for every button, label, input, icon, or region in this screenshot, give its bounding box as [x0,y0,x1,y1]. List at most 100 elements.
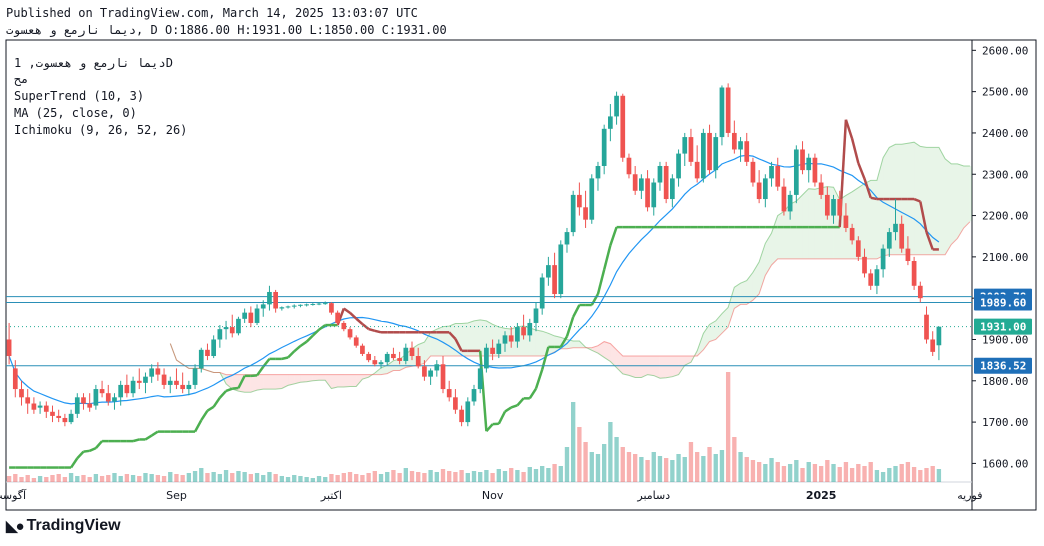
candle-body [12,368,18,390]
candle-body [546,265,551,278]
ichimoku-cloud-segment [808,188,815,259]
candle-body [800,149,805,171]
volume-bar [323,477,328,482]
volume-bar [137,476,142,482]
legend-supertrend[interactable]: SuperTrend (10, 3) [14,89,145,103]
volume-bar [682,457,687,482]
volume-bar [354,474,359,482]
volume-bar [50,475,55,482]
volume-bar [806,462,811,482]
volume-bar [31,478,37,482]
candle-body [676,153,681,179]
ichimoku-cloud-segment [883,147,890,256]
candle-body [484,347,489,369]
volume-bar [310,478,316,482]
candle-body [725,87,731,133]
ichimoku-cloud-segment [325,374,332,389]
volume-bar [719,450,725,482]
ichimoku-cloud-segment [765,233,772,276]
candle-body [291,305,297,307]
candle-body [477,368,483,390]
volume-bar [639,457,644,482]
volume-bar [242,472,247,482]
volume-bar [936,469,942,482]
ichimoku-cloud-segment [604,341,611,362]
candle-body [384,353,390,363]
supertrend-segment [76,450,85,460]
supertrend-segment [318,324,326,331]
supertrend-segment [293,345,302,353]
volume-bar [769,458,774,482]
volume-bar [465,473,470,482]
ichimoku-cloud-segment [610,343,617,368]
y-tick-label: 1700.00 [982,416,1028,429]
candle-body [87,403,93,408]
candle-body [682,137,688,154]
candle-body [490,347,495,354]
published-line: Published on TradingView.com, March 14, … [6,6,418,20]
candle-body [632,174,638,191]
volume-bar [614,437,619,482]
volume-bar [87,477,92,482]
volume-bar [825,460,830,482]
volume-bar [459,470,464,482]
ichimoku-cloud-segment [876,157,884,259]
volume-bar [37,476,43,482]
ichimoku-cloud-segment [858,183,865,259]
supertrend-segment [528,387,538,400]
ichimoku-cloud-segment [337,374,344,387]
legend-symbol: دیما نارمع و هعسوت, 1D [14,56,173,70]
ichimoku-cloud-segment [356,374,363,387]
price-label-text: 1989.60 [980,296,1026,309]
candle-body [155,368,161,375]
candle-body [68,413,74,423]
candle-body [446,389,452,398]
ichimoku-cloud-segment [597,341,605,358]
candle-body [552,265,557,295]
volume-bar [149,474,154,482]
ichimoku-cloud-segment [257,374,264,391]
volume-bar [781,466,787,482]
ichimoku-cloud-segment [449,323,456,357]
y-tick-label: 2600.00 [982,44,1028,57]
candle-body [812,157,818,183]
volume-bar [273,474,278,482]
x-tick-label: Nov [482,489,504,502]
volume-bar [298,476,303,482]
volume-bar [657,456,663,482]
candle-body [539,277,545,309]
legend-ichimoku[interactable]: Ichimoku (9, 26, 52, 26) [14,123,188,137]
candle-body [310,303,316,305]
x-tick-label: 2025 [806,489,837,502]
candle-body [298,304,303,306]
volume-bar [447,471,452,482]
price-label-box [974,318,1032,335]
candle-body [174,380,179,385]
volume-bar [502,471,508,482]
supertrend-segment [602,244,612,270]
volume-bar [248,474,254,482]
volume-bar [130,475,136,482]
candle-body [589,178,595,220]
volume-bar [583,442,588,482]
ichimoku-cloud-segment [864,180,871,259]
volume-bar [763,464,768,482]
supertrend-segment [857,162,866,180]
ichimoku-cloud-segment [790,201,797,259]
candle-body [180,384,186,390]
volume-bar [676,454,681,482]
supertrend-segment [70,457,79,469]
legend-ma[interactable]: MA (25, close, 0) [14,106,137,120]
volume-bar [725,372,731,482]
ichimoku-cloud-segment [486,320,493,357]
candle-body [112,397,117,402]
candle-body [198,349,204,369]
tradingview-brand[interactable]: ◣● TradingView [6,517,121,535]
candle-body [471,389,477,402]
volume-bar [645,460,650,482]
candle-body [936,326,942,346]
volume-bar [540,466,545,482]
supertrend-segment [448,331,457,340]
candle-body [205,349,210,357]
